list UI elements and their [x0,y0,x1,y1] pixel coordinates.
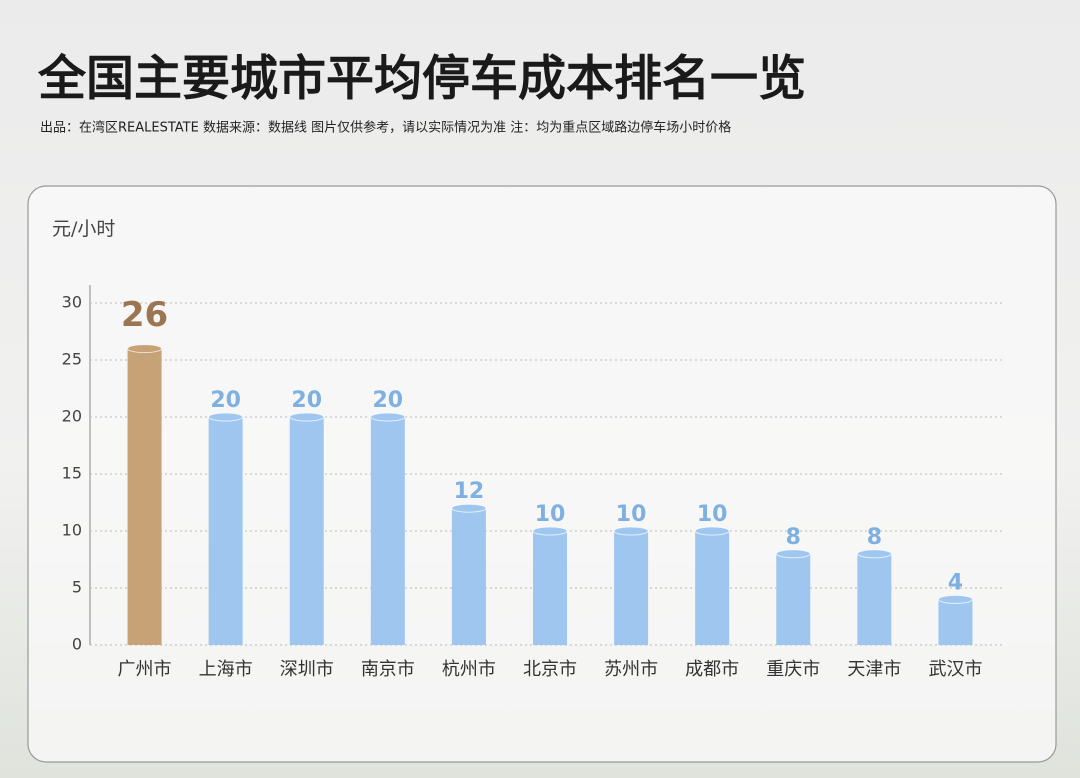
bar [370,417,405,645]
bar [938,599,973,645]
y-tick-label: 5 [72,578,82,597]
y-tick-label: 30 [62,293,82,312]
data-label: 20 [291,388,322,413]
bar-top [856,549,892,559]
x-tick-label: 深圳市 [280,659,334,680]
bar-top [289,412,325,422]
data-label: 10 [697,502,728,527]
x-tick-label: 杭州市 [442,659,496,680]
x-tick-label: 上海市 [199,659,253,680]
x-tick-label: 重庆市 [766,659,820,680]
bar [776,553,811,645]
x-tick-label: 苏州市 [604,659,658,680]
data-label: 20 [210,388,241,413]
bar-top [127,344,163,354]
bar-top [613,526,649,536]
chart-subtitle: 出品：在湾区REALESTATE 数据来源：数据线 图片仅供参考，请以实际情况为… [40,120,731,136]
bar [208,417,243,645]
y-tick-label: 25 [62,350,82,369]
bar-top [775,549,811,559]
bar [289,417,324,645]
bar-top [451,503,487,513]
bar [127,348,162,645]
chart-title: 全国主要城市平均停车成本排名一览 [37,51,806,107]
bar [695,531,730,645]
x-tick-label: 成都市 [685,659,739,680]
bar-top [532,526,568,536]
bar [451,508,486,645]
data-label: 12 [454,479,485,504]
x-tick-label: 武汉市 [928,659,982,680]
x-tick-label: 南京市 [361,659,415,680]
data-label: 8 [786,525,801,550]
y-axis-label: 元/小时 [52,218,115,240]
x-tick-label: 广州市 [118,659,172,680]
data-label: 20 [373,388,404,413]
y-tick-label: 0 [72,635,82,654]
data-label: 26 [121,295,168,335]
y-tick-label: 15 [62,464,82,483]
data-label: 10 [616,502,647,527]
bar-top [937,594,973,604]
data-label: 4 [948,570,963,595]
bar-top [694,526,730,536]
data-label: 8 [867,525,882,550]
bar [533,531,567,645]
bar-top [370,412,406,422]
y-tick-label: 20 [62,407,82,426]
y-tick-label: 10 [62,521,82,540]
x-tick-label: 北京市 [523,659,577,680]
bar-top [208,412,244,422]
x-tick-label: 天津市 [847,659,901,680]
data-label: 10 [535,502,566,527]
bar [614,531,649,645]
bar [857,553,892,645]
